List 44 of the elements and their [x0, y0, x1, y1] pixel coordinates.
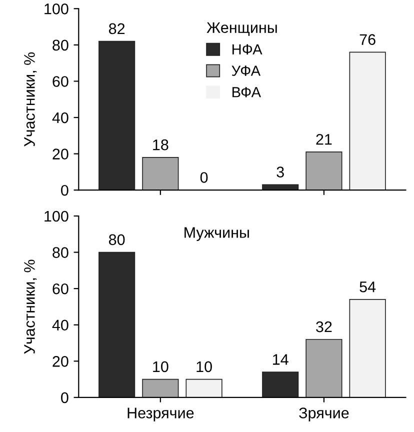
bar [262, 372, 299, 398]
y-tick-label: 20 [52, 356, 68, 367]
annotation: Мужчины [184, 227, 249, 241]
bar [98, 252, 136, 398]
y-tick-label: 100 [44, 4, 68, 14]
data-label: 10 [153, 361, 168, 372]
bar [306, 152, 342, 190]
y-tick-label: 80 [52, 247, 68, 258]
y-tick-label: 20 [52, 148, 68, 160]
bar [262, 184, 299, 190]
data-label: 21 [316, 134, 332, 145]
y-tick-label: 60 [52, 76, 68, 87]
x-tick-label: Незрячие [128, 408, 194, 422]
y-tick-label: 40 [52, 112, 68, 124]
y-tick-label: 40 [52, 320, 68, 331]
bar [142, 157, 179, 190]
data-label: 32 [316, 321, 332, 332]
y-tick-label: 0 [61, 392, 68, 404]
y-tick-label: 0 [61, 184, 68, 196]
bar [142, 378, 179, 398]
legend-label: НФА [232, 44, 262, 54]
data-label: 54 [360, 282, 376, 292]
data-label: 80 [108, 234, 125, 246]
data-label: 76 [360, 34, 376, 45]
bar [349, 52, 386, 190]
y-tick-label: 60 [52, 283, 68, 294]
legend-label: УФА [232, 66, 261, 76]
bar [98, 40, 136, 190]
y-axis-title: Участники, % [24, 52, 37, 146]
data-label: 10 [196, 361, 212, 372]
legend-label: ВФА [232, 87, 261, 98]
y-tick-label: 80 [52, 40, 68, 51]
data-label: 0 [200, 172, 208, 183]
y-axis-title: Участники, % [24, 260, 37, 354]
bar [349, 299, 386, 398]
bar [186, 378, 222, 398]
legend-title: Женщины [206, 22, 277, 36]
data-label: 14 [273, 354, 288, 365]
data-label: 3 [276, 166, 284, 178]
bar [306, 338, 342, 398]
data-label: 18 [153, 139, 168, 150]
y-tick-label: 100 [44, 210, 68, 222]
data-label: 82 [108, 23, 125, 34]
x-tick-label: Зрячие [299, 408, 349, 422]
